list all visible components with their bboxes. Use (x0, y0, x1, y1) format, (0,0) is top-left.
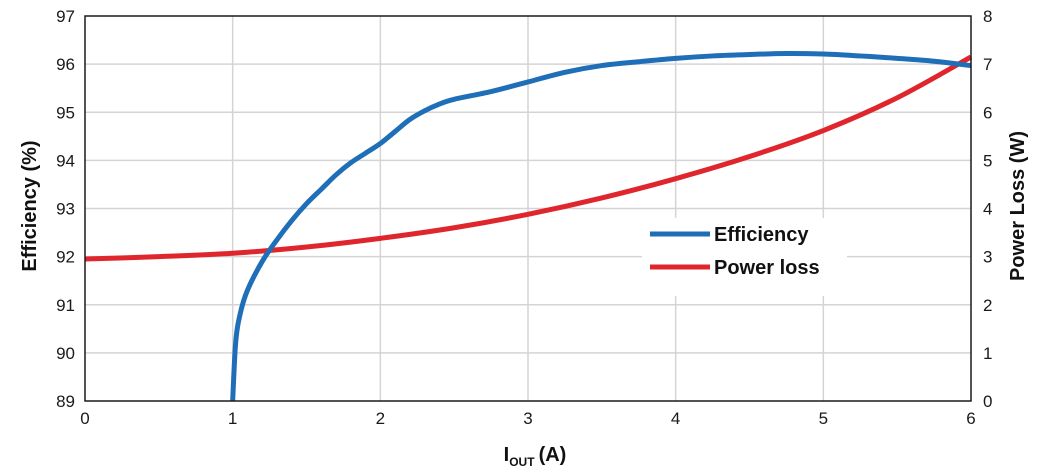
plot-frame (84, 15, 972, 402)
y-right-tick-label: 5 (983, 151, 992, 170)
y-left-tick-label: 89 (56, 392, 75, 411)
y-right-tick-label: 7 (983, 55, 992, 74)
y-left-tick-label: 93 (56, 200, 75, 219)
x-tick-label: 4 (671, 409, 680, 428)
x-axis-title-main: I (504, 444, 510, 466)
x-tick-label: 0 (80, 409, 89, 428)
y-left-tick-label: 97 (56, 7, 75, 26)
y-right-tick-label: 6 (983, 103, 992, 122)
x-tick-label: 3 (523, 409, 532, 428)
x-tick-label: 1 (228, 409, 237, 428)
y-left-tick-label: 91 (56, 296, 75, 315)
y-right-tick-label: 4 (983, 200, 992, 219)
series-line-efficiency (230, 51, 972, 402)
legend-label: Efficiency (714, 224, 809, 246)
x-axis-title: IOUT (A) (504, 444, 567, 469)
y-right-tick-label: 0 (983, 392, 992, 411)
series-line-power-loss (84, 54, 973, 262)
y-axis-title-right: Power Loss (W) (1007, 131, 1029, 281)
y-left-tick-label: 90 (56, 344, 75, 363)
grid-lines (85, 16, 971, 401)
y-left-tick-label: 94 (56, 151, 75, 170)
x-axis-title-unit: (A) (539, 444, 567, 466)
y-left-tick-label: 95 (56, 103, 75, 122)
tick-labels: 0 1 2 3 4 5 6 89 90 91 92 93 94 95 96 97 0 1 2 3 4 5 6 7 8 (56, 7, 992, 428)
x-tick-label: 5 (819, 409, 828, 428)
y-axis-title-left: Efficiency (%) (19, 140, 41, 271)
y-left-tick-label: 92 (56, 248, 75, 267)
y-right-tick-label: 1 (983, 344, 992, 363)
legend-label: Power loss (714, 257, 820, 279)
y-left-tick-label: 96 (56, 55, 75, 74)
y-right-tick-label: 8 (983, 7, 992, 26)
legend: Efficiency Power loss (642, 218, 847, 296)
y-right-tick-label: 3 (983, 248, 992, 267)
legend-background (642, 218, 847, 296)
x-tick-label: 2 (376, 409, 385, 428)
y-right-tick-label: 2 (983, 296, 992, 315)
x-axis-title-subscript: OUT (509, 455, 535, 469)
x-tick-label: 6 (966, 409, 975, 428)
series-lines (84, 51, 973, 402)
